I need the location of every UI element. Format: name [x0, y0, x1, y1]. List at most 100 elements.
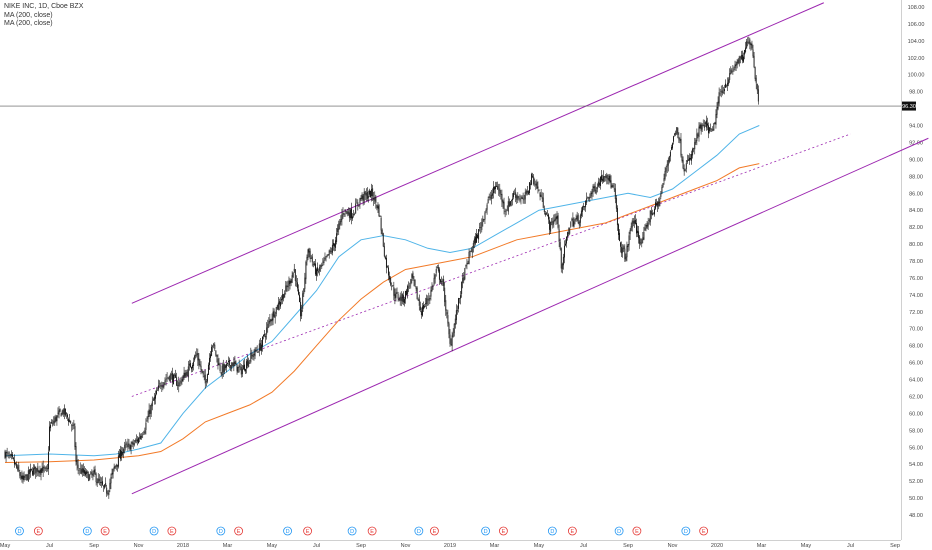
candle-body[interactable]: [467, 263, 469, 264]
candle-body[interactable]: [232, 362, 234, 367]
candle-body[interactable]: [632, 220, 634, 224]
candle-body[interactable]: [282, 294, 284, 300]
candle-body[interactable]: [110, 477, 112, 484]
candle-body[interactable]: [565, 243, 566, 246]
candle-body[interactable]: [220, 372, 222, 374]
candle-body[interactable]: [663, 178, 665, 182]
candle-body[interactable]: [17, 466, 19, 470]
candle-body[interactable]: [720, 91, 722, 92]
candle-body[interactable]: [659, 198, 661, 207]
candle-body[interactable]: [750, 43, 752, 46]
candle-body[interactable]: [117, 455, 119, 467]
candle-body[interactable]: [509, 201, 511, 206]
candle-body[interactable]: [34, 466, 36, 470]
candle-body[interactable]: [74, 426, 76, 447]
candle-body[interactable]: [169, 374, 171, 382]
candle-body[interactable]: [587, 197, 589, 198]
candle-body[interactable]: [378, 205, 380, 216]
candle-body[interactable]: [519, 199, 521, 201]
candle-body[interactable]: [33, 468, 35, 475]
candle-body[interactable]: [179, 380, 181, 382]
candle-body[interactable]: [385, 257, 387, 268]
candle-body[interactable]: [437, 267, 439, 271]
candle-body[interactable]: [162, 385, 164, 388]
candle-body[interactable]: [182, 375, 184, 381]
candle-body[interactable]: [485, 209, 487, 212]
dividend-event-marker[interactable]: D: [414, 526, 424, 536]
candle-body[interactable]: [13, 457, 14, 459]
candle-body[interactable]: [728, 79, 730, 85]
candle-body[interactable]: [583, 206, 584, 208]
candle-body[interactable]: [648, 220, 650, 221]
candle-body[interactable]: [241, 368, 243, 375]
candle-body[interactable]: [313, 263, 315, 265]
candle-body[interactable]: [549, 220, 551, 230]
candle-body[interactable]: [414, 279, 416, 286]
candle-body[interactable]: [288, 280, 290, 286]
candle-body[interactable]: [428, 298, 430, 301]
candle-body[interactable]: [266, 327, 268, 335]
candle-body[interactable]: [611, 185, 613, 187]
candle-body[interactable]: [26, 474, 28, 480]
candle-body[interactable]: [195, 354, 197, 357]
candle-body[interactable]: [532, 175, 534, 178]
candle-body[interactable]: [25, 474, 27, 477]
candle-body[interactable]: [729, 73, 731, 80]
candle-body[interactable]: [465, 265, 467, 267]
candle-body[interactable]: [174, 374, 175, 376]
candle-body[interactable]: [330, 251, 332, 252]
candle-body[interactable]: [672, 143, 673, 149]
candle-body[interactable]: [527, 191, 529, 194]
candle-body[interactable]: [36, 468, 38, 472]
candle-body[interactable]: [70, 420, 72, 424]
candle-body[interactable]: [81, 468, 83, 473]
candle-body[interactable]: [677, 127, 679, 135]
candle-body[interactable]: [445, 300, 447, 311]
candle-body[interactable]: [141, 435, 143, 438]
candle-body[interactable]: [122, 451, 124, 455]
candle-body[interactable]: [316, 269, 317, 276]
candle-body[interactable]: [521, 196, 523, 199]
candle-body[interactable]: [618, 224, 619, 235]
candle-body[interactable]: [483, 219, 485, 220]
candle-body[interactable]: [319, 266, 321, 271]
candle-body[interactable]: [295, 280, 297, 282]
candle-body[interactable]: [645, 225, 647, 227]
candle-body[interactable]: [46, 468, 48, 470]
candle-body[interactable]: [455, 310, 457, 321]
candle-body[interactable]: [109, 482, 111, 490]
candle-body[interactable]: [498, 189, 500, 191]
candle-body[interactable]: [303, 288, 305, 295]
candle-body[interactable]: [400, 296, 402, 301]
candle-body[interactable]: [571, 219, 573, 221]
candle-body[interactable]: [150, 404, 152, 414]
candle-body[interactable]: [60, 413, 62, 417]
candle-body[interactable]: [67, 414, 68, 418]
candle-body[interactable]: [630, 226, 632, 231]
candle-body[interactable]: [410, 279, 412, 285]
candle-body[interactable]: [652, 212, 654, 214]
candle-body[interactable]: [726, 85, 727, 87]
candle-body[interactable]: [235, 362, 237, 365]
candle-body[interactable]: [578, 221, 580, 226]
candle-body[interactable]: [425, 303, 427, 305]
candle-body[interactable]: [275, 307, 277, 314]
candle-body[interactable]: [47, 451, 49, 470]
candle-body[interactable]: [7, 453, 9, 455]
candle-body[interactable]: [239, 366, 241, 367]
candle-body[interactable]: [704, 122, 706, 125]
candle-body[interactable]: [383, 246, 385, 257]
candle-body[interactable]: [357, 202, 359, 206]
candle-body[interactable]: [636, 223, 637, 234]
candle-body[interactable]: [496, 185, 498, 187]
dividend-event-marker[interactable]: D: [681, 526, 691, 536]
candle-body[interactable]: [638, 231, 640, 239]
dividend-event-marker[interactable]: D: [15, 526, 24, 536]
candle-body[interactable]: [597, 181, 599, 187]
candle-body[interactable]: [713, 123, 715, 131]
candle-body[interactable]: [188, 363, 190, 366]
candle-body[interactable]: [359, 198, 361, 204]
candle-body[interactable]: [637, 230, 638, 233]
candle-body[interactable]: [609, 175, 611, 182]
candle-body[interactable]: [224, 365, 226, 369]
